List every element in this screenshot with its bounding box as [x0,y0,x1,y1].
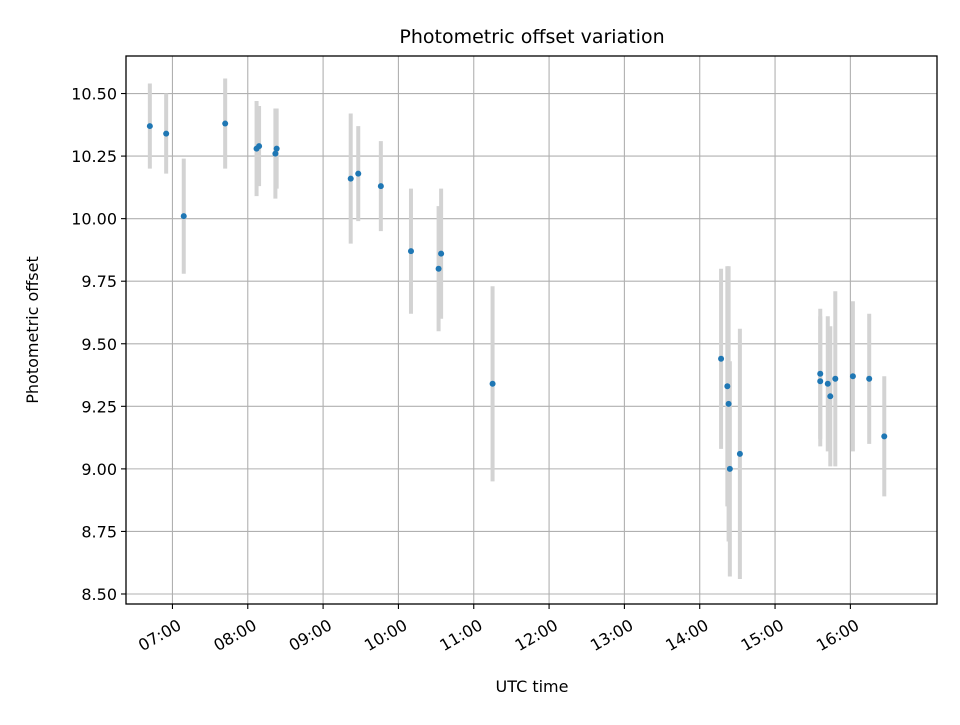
y-axis-label: Photometric offset [23,256,42,404]
data-point [146,123,153,130]
y-tick-label: 9.25 [81,397,117,416]
data-point [435,265,442,272]
data-point [272,150,279,157]
data-points [146,120,888,472]
y-tick-label: 10.50 [71,85,117,104]
data-point [273,145,280,152]
plot-frame [125,55,938,605]
chart-title: Photometric offset variation [399,26,664,48]
y-tick-label: 10.25 [71,147,117,166]
y-tick-label: 9.75 [81,272,117,291]
data-point [180,213,187,220]
data-point [256,143,263,150]
data-point [718,355,725,362]
grid [126,56,937,604]
data-point [726,465,733,472]
data-point [355,170,362,177]
data-point [724,383,731,390]
x-axis-label: UTC time [496,677,569,696]
data-point [407,248,414,255]
data-point [866,375,873,382]
data-point [849,373,856,380]
y-tick-label: 10.00 [71,210,117,229]
data-point [827,393,834,400]
y-tick-label: 8.50 [81,585,117,604]
data-point [832,375,839,382]
data-point [817,370,824,377]
data-point [736,450,743,457]
data-point [377,183,384,190]
data-point [438,250,445,257]
y-tick-label: 9.50 [81,335,117,354]
data-point [222,120,229,127]
data-point [824,380,831,387]
data-point [163,130,170,137]
data-point [817,378,824,385]
data-point [725,400,732,407]
y-tick-label: 9.00 [81,460,117,479]
y-tick-label: 8.75 [81,522,117,541]
data-point [489,380,496,387]
y-axis: 8.50 8.75 9.00 9.25 9.50 9.75 10.00 10.25 10.50 [71,85,126,604]
data-point [881,433,888,440]
data-point [347,175,354,182]
